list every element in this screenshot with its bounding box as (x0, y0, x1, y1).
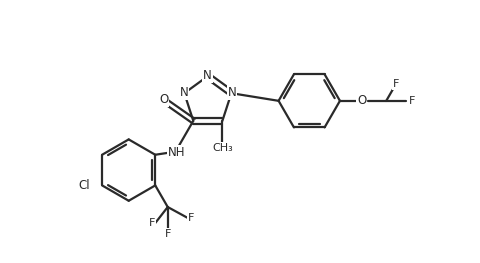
Text: CH₃: CH₃ (212, 143, 233, 153)
Text: O: O (357, 94, 366, 107)
Text: F: F (408, 96, 414, 106)
Text: F: F (392, 79, 398, 89)
Text: O: O (159, 93, 168, 107)
Text: F: F (164, 229, 170, 239)
Text: F: F (187, 213, 193, 223)
Text: N: N (179, 86, 188, 99)
Text: Cl: Cl (78, 179, 90, 192)
Text: NH: NH (168, 146, 185, 159)
Text: N: N (227, 86, 236, 99)
Text: N: N (203, 69, 211, 82)
Text: F: F (148, 218, 155, 228)
